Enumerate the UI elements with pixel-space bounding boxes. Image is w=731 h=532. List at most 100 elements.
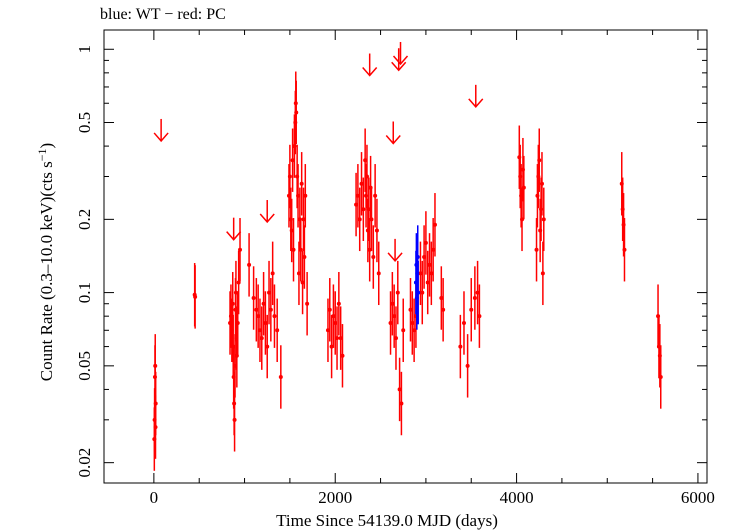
PC-data-point bbox=[272, 314, 277, 319]
PC-data-point bbox=[521, 185, 526, 190]
PC-data-point bbox=[193, 294, 198, 299]
PC-data-point bbox=[432, 222, 437, 227]
upper-limit-arrowhead bbox=[391, 61, 407, 72]
PC-data-point bbox=[331, 314, 336, 319]
PC-data-point bbox=[247, 262, 252, 267]
PC-data-point bbox=[338, 336, 343, 341]
PC-data-point bbox=[418, 271, 423, 276]
x-tick-label: 6000 bbox=[681, 488, 715, 507]
PC-data-point bbox=[278, 374, 283, 379]
PC-data-point bbox=[472, 296, 477, 301]
PC-data-point bbox=[388, 320, 393, 325]
PC-data-point bbox=[153, 401, 158, 406]
PC-data-point bbox=[429, 271, 434, 276]
PC-data-point bbox=[357, 217, 362, 222]
PC-data-point bbox=[354, 202, 359, 207]
PC-data-point bbox=[325, 328, 330, 333]
chart-title: blue: WT − red: PC bbox=[100, 6, 226, 23]
PC-data-point bbox=[539, 181, 544, 186]
x-tick-label: 4000 bbox=[500, 488, 534, 507]
PC-data-point bbox=[289, 228, 294, 233]
PC-data-point bbox=[296, 193, 301, 198]
data-points bbox=[152, 71, 663, 471]
PC-data-point bbox=[355, 193, 360, 198]
PC-data-point bbox=[275, 328, 280, 333]
PC-data-point bbox=[236, 280, 241, 285]
PC-data-point bbox=[333, 320, 338, 325]
PC-data-point bbox=[395, 290, 400, 295]
PC-data-point bbox=[290, 158, 295, 163]
PC-data-point bbox=[364, 174, 369, 179]
PC-data-point bbox=[261, 301, 266, 306]
PC-data-point bbox=[340, 353, 345, 358]
y-tick-label: 1 bbox=[75, 45, 94, 54]
x-axis-label: Time Since 54139.0 MJD (days) bbox=[276, 511, 498, 530]
PC-data-point bbox=[238, 247, 243, 252]
y-tick-label: 0.5 bbox=[75, 112, 94, 133]
PC-data-point bbox=[267, 290, 272, 295]
PC-data-point bbox=[256, 314, 261, 319]
y-axis-label: Count Rate (0.3–10.0 keV)(cts s−1) bbox=[35, 143, 56, 381]
PC-data-point bbox=[359, 181, 364, 186]
PC-data-point bbox=[329, 344, 334, 349]
PC-data-point bbox=[230, 301, 235, 306]
upper-limit-arrowhead bbox=[226, 231, 242, 241]
PC-data-point bbox=[232, 417, 237, 422]
PC-data-point bbox=[335, 336, 340, 341]
PC-data-point bbox=[477, 314, 482, 319]
PC-data-point bbox=[475, 290, 480, 295]
PC-data-point bbox=[422, 255, 427, 260]
y-tick-label: 0.1 bbox=[75, 282, 94, 303]
y-tick-label: 0.2 bbox=[75, 209, 94, 230]
PC-data-point bbox=[393, 336, 398, 341]
PC-data-point bbox=[469, 307, 474, 312]
PC-data-point bbox=[235, 320, 240, 325]
x-axis-ticks: 0 2000 4000 6000 bbox=[150, 30, 715, 507]
PC-data-point bbox=[298, 247, 303, 252]
WT-data-point bbox=[416, 290, 421, 295]
x-tick-label: 0 bbox=[150, 488, 159, 507]
PC-data-point bbox=[305, 301, 310, 306]
PC-data-point bbox=[270, 271, 275, 276]
upper-limit-arrowhead bbox=[385, 134, 401, 145]
PC-data-point bbox=[153, 363, 158, 368]
WT-data-point bbox=[415, 255, 420, 260]
PC-data-point bbox=[369, 217, 374, 222]
PC-data-point bbox=[234, 353, 239, 358]
PC-data-point bbox=[423, 240, 428, 245]
PC-data-point bbox=[294, 110, 299, 115]
plot-frame bbox=[103, 29, 708, 484]
y-tick-label: 0.05 bbox=[75, 351, 94, 381]
PC-data-point bbox=[537, 158, 542, 163]
PC-data-point bbox=[257, 328, 262, 333]
PC-data-point bbox=[376, 271, 381, 276]
PC-data-point bbox=[254, 307, 259, 312]
PC-data-point bbox=[371, 255, 376, 260]
PC-data-point bbox=[427, 262, 432, 267]
PC-data-point bbox=[458, 344, 463, 349]
PC-data-point bbox=[366, 207, 371, 212]
PC-data-point bbox=[658, 374, 663, 379]
upper-limit-arrowhead bbox=[387, 252, 403, 263]
PC-data-point bbox=[622, 247, 627, 252]
plot-border bbox=[103, 29, 708, 484]
y-tick-label: 0.02 bbox=[75, 448, 94, 478]
PC-data-point bbox=[390, 301, 395, 306]
PC-data-point bbox=[263, 320, 268, 325]
upper-limit-arrowhead bbox=[392, 55, 409, 66]
PC-data-point bbox=[399, 401, 404, 406]
PC-data-point bbox=[361, 207, 366, 212]
PC-data-point bbox=[541, 217, 546, 222]
y-axis-ticks: 1 0.5 0.2 0.1 0.05 0.02 bbox=[75, 45, 707, 478]
upper-limit-arrows bbox=[153, 41, 484, 263]
PC-data-point bbox=[287, 174, 292, 179]
PC-data-point bbox=[374, 228, 379, 233]
upper-limit-arrowhead bbox=[362, 67, 378, 77]
PC-data-point bbox=[251, 296, 256, 301]
PC-data-point bbox=[302, 255, 307, 260]
PC-data-point bbox=[373, 193, 378, 198]
PC-data-point bbox=[392, 314, 397, 319]
PC-data-point bbox=[296, 271, 301, 276]
PC-data-point bbox=[367, 247, 372, 252]
PC-data-point bbox=[401, 328, 406, 333]
